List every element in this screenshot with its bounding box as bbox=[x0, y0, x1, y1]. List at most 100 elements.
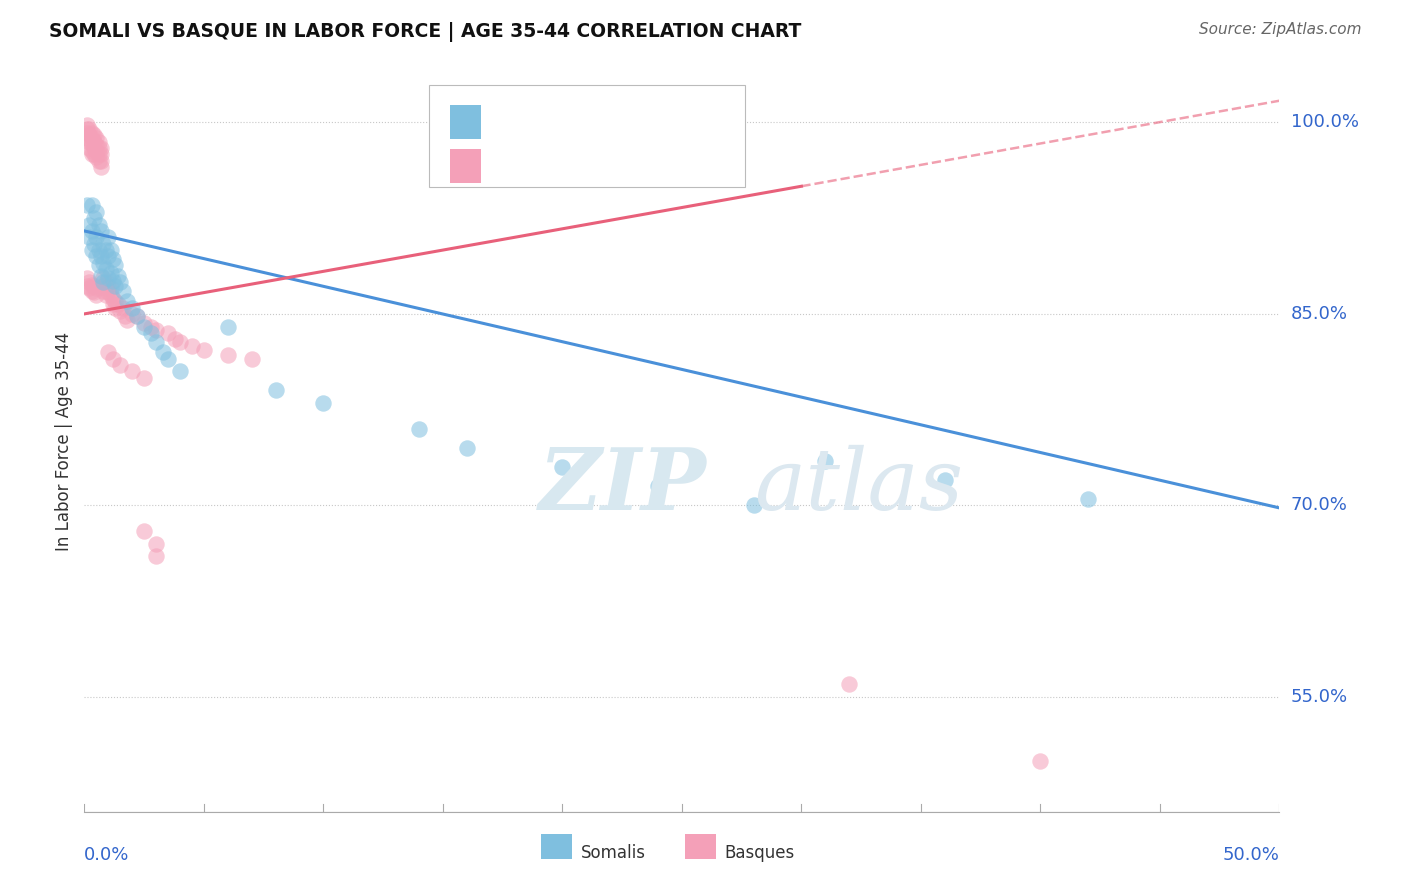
Text: 0.0%: 0.0% bbox=[84, 847, 129, 864]
Point bbox=[111, 284, 134, 298]
Point bbox=[100, 243, 122, 257]
Point bbox=[97, 345, 120, 359]
Point bbox=[107, 268, 129, 283]
Point bbox=[132, 370, 156, 384]
Point bbox=[83, 236, 105, 251]
Text: Somalis: Somalis bbox=[581, 844, 645, 862]
Point bbox=[125, 310, 148, 324]
Point bbox=[87, 141, 110, 155]
Point bbox=[145, 334, 167, 349]
Text: R =: R = bbox=[492, 157, 529, 175]
Point bbox=[132, 524, 156, 538]
Text: Basques: Basques bbox=[724, 844, 794, 862]
Point bbox=[76, 198, 98, 212]
Point bbox=[90, 224, 112, 238]
Text: 55.0%: 55.0% bbox=[1291, 688, 1348, 706]
Point bbox=[114, 310, 136, 324]
Point bbox=[647, 479, 669, 493]
Point bbox=[94, 275, 117, 289]
Point bbox=[456, 441, 478, 455]
Point bbox=[104, 278, 127, 293]
Point bbox=[77, 218, 100, 232]
Point bbox=[83, 211, 105, 226]
Point bbox=[80, 243, 103, 257]
Point bbox=[80, 284, 103, 298]
Point bbox=[1077, 491, 1099, 506]
Point bbox=[312, 396, 335, 410]
Text: 50.0%: 50.0% bbox=[1223, 847, 1279, 864]
Point bbox=[86, 250, 108, 264]
Point bbox=[90, 160, 112, 174]
Point bbox=[76, 278, 98, 293]
Point bbox=[117, 294, 139, 309]
Point bbox=[90, 141, 112, 155]
Point bbox=[83, 128, 105, 143]
Point bbox=[97, 285, 120, 300]
Point bbox=[80, 198, 103, 212]
Point bbox=[83, 285, 105, 300]
Point bbox=[97, 271, 120, 285]
Text: ZIP: ZIP bbox=[538, 444, 706, 528]
Point bbox=[104, 301, 127, 315]
Point bbox=[101, 292, 124, 306]
Point bbox=[77, 128, 100, 143]
Point bbox=[93, 236, 115, 251]
Point bbox=[1029, 754, 1052, 768]
Point bbox=[101, 296, 124, 310]
Point bbox=[121, 301, 143, 315]
Point bbox=[110, 358, 132, 372]
Point bbox=[100, 287, 122, 301]
Point bbox=[77, 281, 100, 295]
Text: N =: N = bbox=[598, 157, 634, 175]
Point bbox=[100, 266, 122, 280]
Point bbox=[87, 243, 110, 257]
Point bbox=[86, 138, 108, 153]
Text: 70.0%: 70.0% bbox=[1291, 496, 1347, 515]
Point bbox=[93, 284, 115, 298]
Point bbox=[76, 121, 98, 136]
Point bbox=[152, 345, 174, 359]
Point bbox=[87, 153, 110, 168]
Point bbox=[86, 144, 108, 158]
Point bbox=[107, 296, 129, 310]
Point bbox=[132, 319, 156, 334]
Point bbox=[77, 135, 100, 149]
Point bbox=[101, 274, 124, 288]
Point bbox=[121, 364, 143, 378]
Point bbox=[110, 275, 132, 289]
Point bbox=[240, 351, 263, 366]
Point bbox=[90, 147, 112, 161]
Point bbox=[217, 348, 239, 362]
Point bbox=[193, 343, 215, 357]
Point bbox=[87, 218, 110, 232]
Point bbox=[83, 141, 105, 155]
Point bbox=[80, 137, 103, 152]
Point bbox=[94, 281, 117, 295]
Point bbox=[87, 135, 110, 149]
Text: 100.0%: 100.0% bbox=[1291, 113, 1358, 131]
Point bbox=[90, 268, 112, 283]
Point bbox=[145, 324, 167, 338]
Point bbox=[77, 275, 100, 289]
Point bbox=[408, 422, 430, 436]
Point bbox=[87, 259, 110, 273]
Point bbox=[86, 150, 108, 164]
Point bbox=[125, 310, 148, 324]
Point bbox=[93, 278, 115, 293]
Point bbox=[100, 281, 122, 295]
Point bbox=[90, 153, 112, 168]
Point bbox=[80, 147, 103, 161]
Point bbox=[77, 230, 100, 244]
Point bbox=[101, 351, 124, 366]
Text: R =: R = bbox=[492, 113, 529, 131]
Point bbox=[77, 121, 100, 136]
Point bbox=[104, 294, 127, 309]
Point bbox=[838, 677, 860, 691]
Point bbox=[90, 250, 112, 264]
Point bbox=[76, 271, 98, 285]
Point bbox=[76, 126, 98, 140]
Text: -0.527: -0.527 bbox=[537, 113, 596, 131]
Point bbox=[97, 230, 120, 244]
Point bbox=[94, 287, 117, 301]
Point bbox=[132, 316, 156, 330]
